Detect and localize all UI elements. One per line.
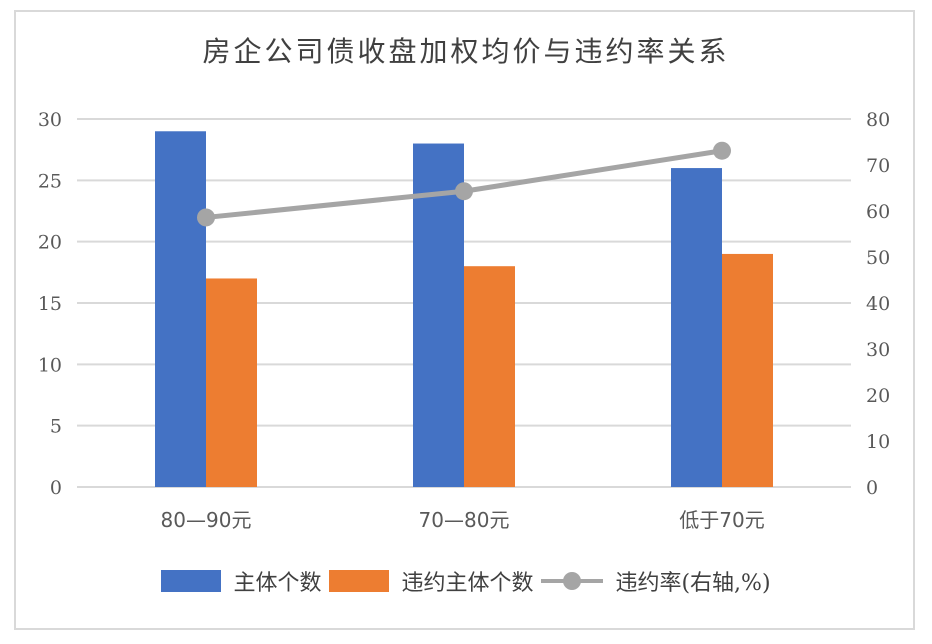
y-right-tick-label: 10 (866, 431, 890, 453)
bar-default-entities (722, 253, 773, 487)
legend-swatch-blue (161, 570, 222, 592)
bar-default-entities (464, 266, 515, 487)
y-left-tick-label: 10 (38, 354, 62, 376)
legend-item-default-entities: 违约主体个数 (329, 565, 533, 597)
y-right-tick-label: 20 (866, 385, 890, 407)
legend-item-entities: 主体个数 (161, 565, 321, 597)
y-left-tick-label: 30 (38, 109, 62, 131)
y-right-tick-label: 30 (866, 339, 890, 361)
y-right-tick-label: 40 (866, 293, 890, 315)
x-category-label: 低于70元 (679, 508, 764, 532)
y-right-tick-label: 50 (866, 247, 890, 269)
y-left-tick-label: 5 (50, 416, 62, 438)
bar-entities (155, 131, 206, 487)
x-category-label: 70—80元 (419, 508, 510, 532)
default-rate-marker (197, 208, 215, 227)
legend-label: 主体个数 (233, 571, 322, 596)
default-rate-marker (713, 141, 731, 160)
legend-label: 违约率(右轴,%) (615, 571, 771, 596)
legend-item-default-rate: 违约率(右轴,%) (541, 565, 771, 597)
default-rate-marker (455, 182, 473, 201)
y-right-tick-label: 60 (866, 201, 890, 223)
legend-label: 违约主体个数 (401, 571, 534, 596)
y-right-tick-label: 80 (866, 109, 890, 131)
bar-default-entities (206, 278, 257, 487)
y-left-tick-label: 25 (38, 170, 62, 192)
legend-line-marker-icon (541, 570, 604, 592)
bar-entities (413, 143, 464, 488)
y-left-tick-label: 0 (50, 477, 62, 499)
y-right-tick-label: 0 (866, 477, 878, 499)
legend: 主体个数 违约主体个数 违约率(右轴,%) (0, 565, 932, 597)
y-left-tick-label: 20 (38, 232, 62, 254)
x-category-label: 80—90元 (161, 508, 252, 532)
bar-entities (671, 168, 722, 488)
legend-swatch-orange (329, 570, 390, 592)
y-left-tick-label: 15 (38, 293, 62, 315)
chart-title: 房企公司债收盘加权均价与违约率关系 (202, 35, 730, 68)
y-right-tick-label: 70 (866, 155, 890, 177)
